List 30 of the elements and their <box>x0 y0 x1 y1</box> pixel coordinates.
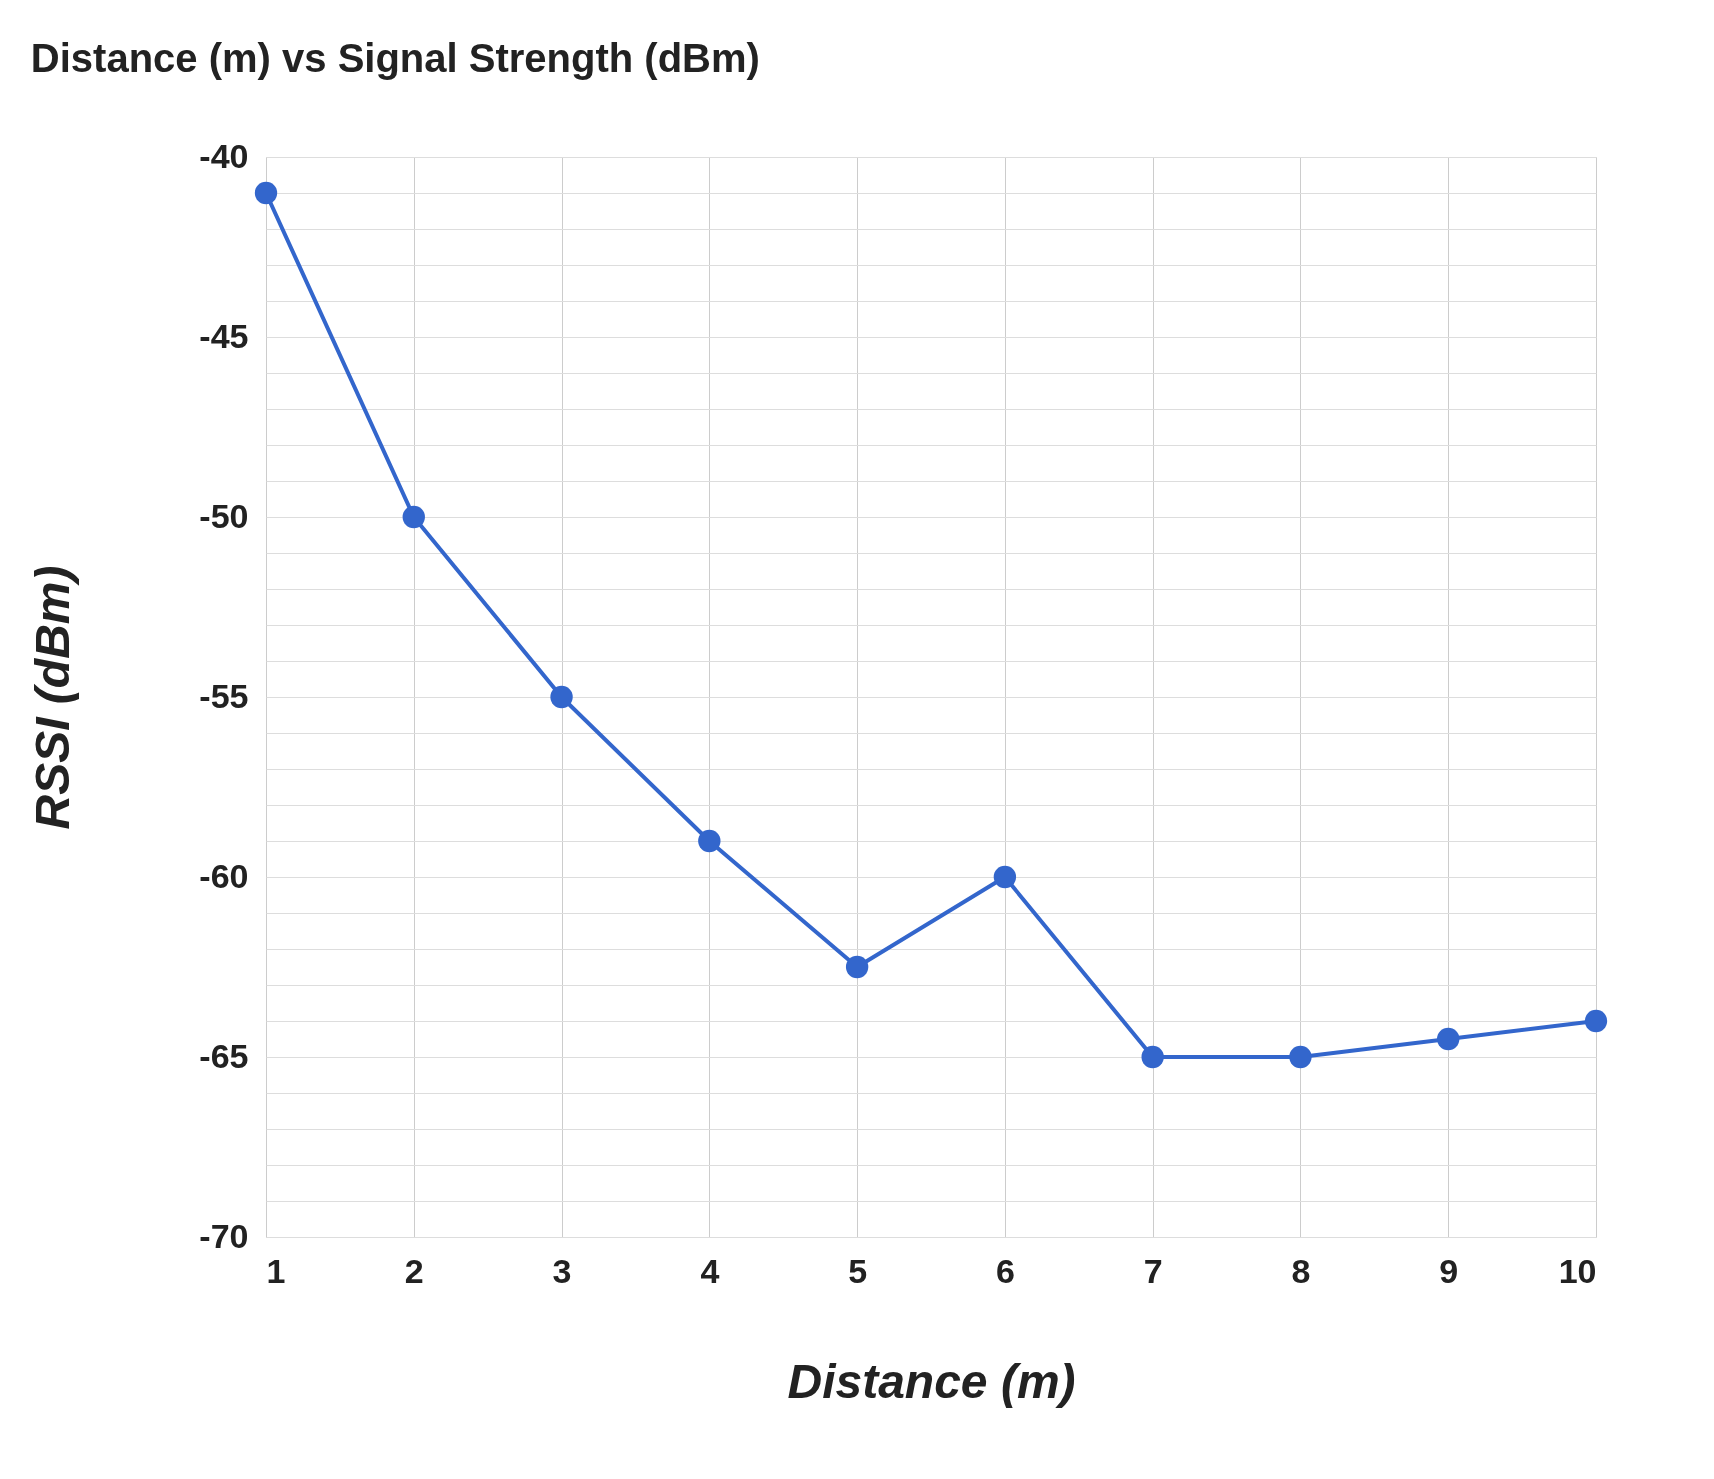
point <box>698 829 721 853</box>
y-tick-label: -65 <box>199 1036 249 1075</box>
x-tick-label: 2 <box>404 1251 424 1290</box>
x-tick-label: 3 <box>552 1251 572 1290</box>
point <box>254 181 278 205</box>
y-tick-label: -60 <box>199 856 249 895</box>
x-tick-label: 8 <box>1291 1251 1311 1290</box>
chart-title: Distance (m) vs Signal Strength (dBm) <box>30 36 760 80</box>
x-tick-label: 5 <box>848 1251 868 1290</box>
point <box>550 685 573 709</box>
x-tick-label: 10 <box>1558 1251 1597 1290</box>
x-tick-label: 6 <box>995 1251 1015 1290</box>
point <box>1289 1045 1312 1069</box>
y-tick-label: -40 <box>199 136 249 175</box>
point <box>402 505 425 529</box>
point <box>1584 1009 1608 1033</box>
x-axis-title: Distance (m) <box>787 1354 1076 1408</box>
point <box>993 865 1017 889</box>
x-tick-label: 9 <box>1439 1251 1459 1290</box>
point <box>1437 1027 1460 1051</box>
y-tick-label: -70 <box>199 1216 249 1255</box>
x-tick-label: 1 <box>266 1251 286 1290</box>
point <box>845 955 869 979</box>
y-tick-label: -55 <box>199 676 249 715</box>
y-axis-title: RSSI (dBm) <box>26 565 80 830</box>
y-tick-label: -45 <box>199 316 249 355</box>
x-tick-label: 4 <box>700 1251 720 1290</box>
y-tick-label: -50 <box>199 496 249 535</box>
point <box>1141 1045 1164 1069</box>
x-tick-label: 7 <box>1143 1251 1163 1290</box>
